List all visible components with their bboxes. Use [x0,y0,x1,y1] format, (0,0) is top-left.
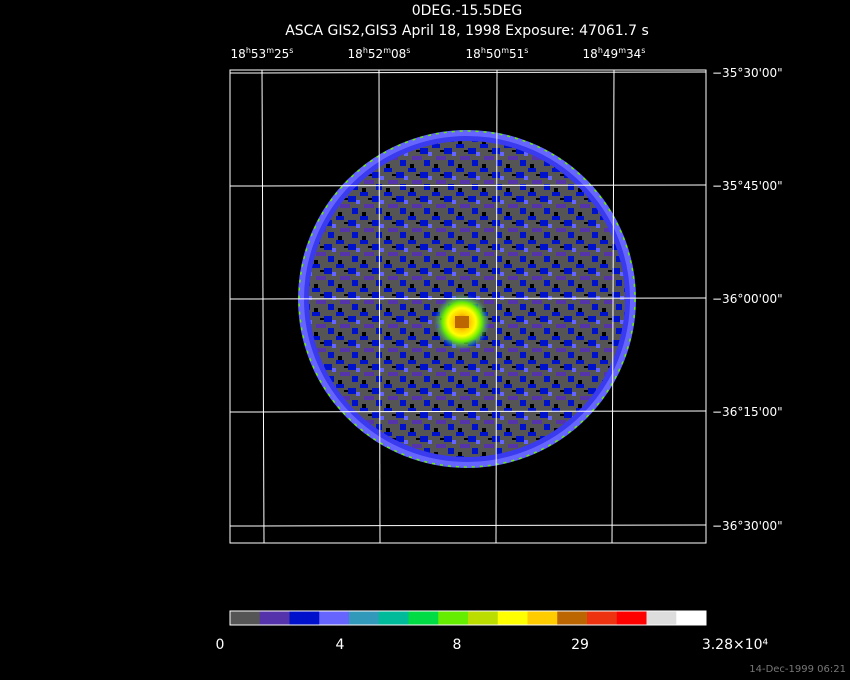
colorbar-label: 3.28×10⁴ [702,637,769,653]
colorbar-cell [616,611,647,625]
title: 0DEG.-15.5DEG [412,3,523,19]
ra-label: 18h49m34s [583,46,646,61]
colorbar-cell [259,611,290,625]
colorbar-cell [646,611,677,625]
grid [229,69,707,544]
colorbar: 0 4 8 29 3.28×10⁴ [216,610,769,653]
dec-labels: −35°30'00" −35°45'00" −36°00'00" −36°15'00"… [712,66,783,533]
colorbar-cell [497,611,528,625]
colorbar-cell [378,611,409,625]
colorbar-label: 8 [453,637,462,653]
colorbar-cell [527,611,558,625]
colorbar-cell [438,611,469,625]
dec-label: −36°30'00" [712,519,783,533]
colorbar-cell [319,611,350,625]
timestamp: 14-Dec-1999 06:21 [749,664,846,675]
colorbar-cell [557,611,588,625]
colorbar-cell [349,611,380,625]
colorbar-cell [230,611,261,625]
ra-label: 18h52m08s [348,46,411,61]
ra-label: 18h50m51s [466,46,529,61]
colorbar-label: 29 [571,637,589,653]
colorbar-cell [468,611,499,625]
dec-label: −35°45'00" [712,179,783,193]
dec-label: −36°00'00" [712,292,783,306]
ra-labels: 18h53m25s 18h52m08s 18h50m51s 18h49m34s [231,46,646,61]
colorbar-cell [408,611,439,625]
colorbar-cell [676,611,707,625]
colorbar-label: 4 [336,637,345,653]
dec-label: −36°15'00" [712,405,783,419]
dec-label: −35°30'00" [712,66,783,80]
colorbar-cell [289,611,320,625]
ra-label: 18h53m25s [231,46,294,61]
colorbar-cell [587,611,618,625]
subtitle: ASCA GIS2,GIS3 April 18, 1998 Exposure: … [285,23,649,39]
colorbar-frame [229,610,707,626]
colorbar-label: 0 [216,637,225,653]
